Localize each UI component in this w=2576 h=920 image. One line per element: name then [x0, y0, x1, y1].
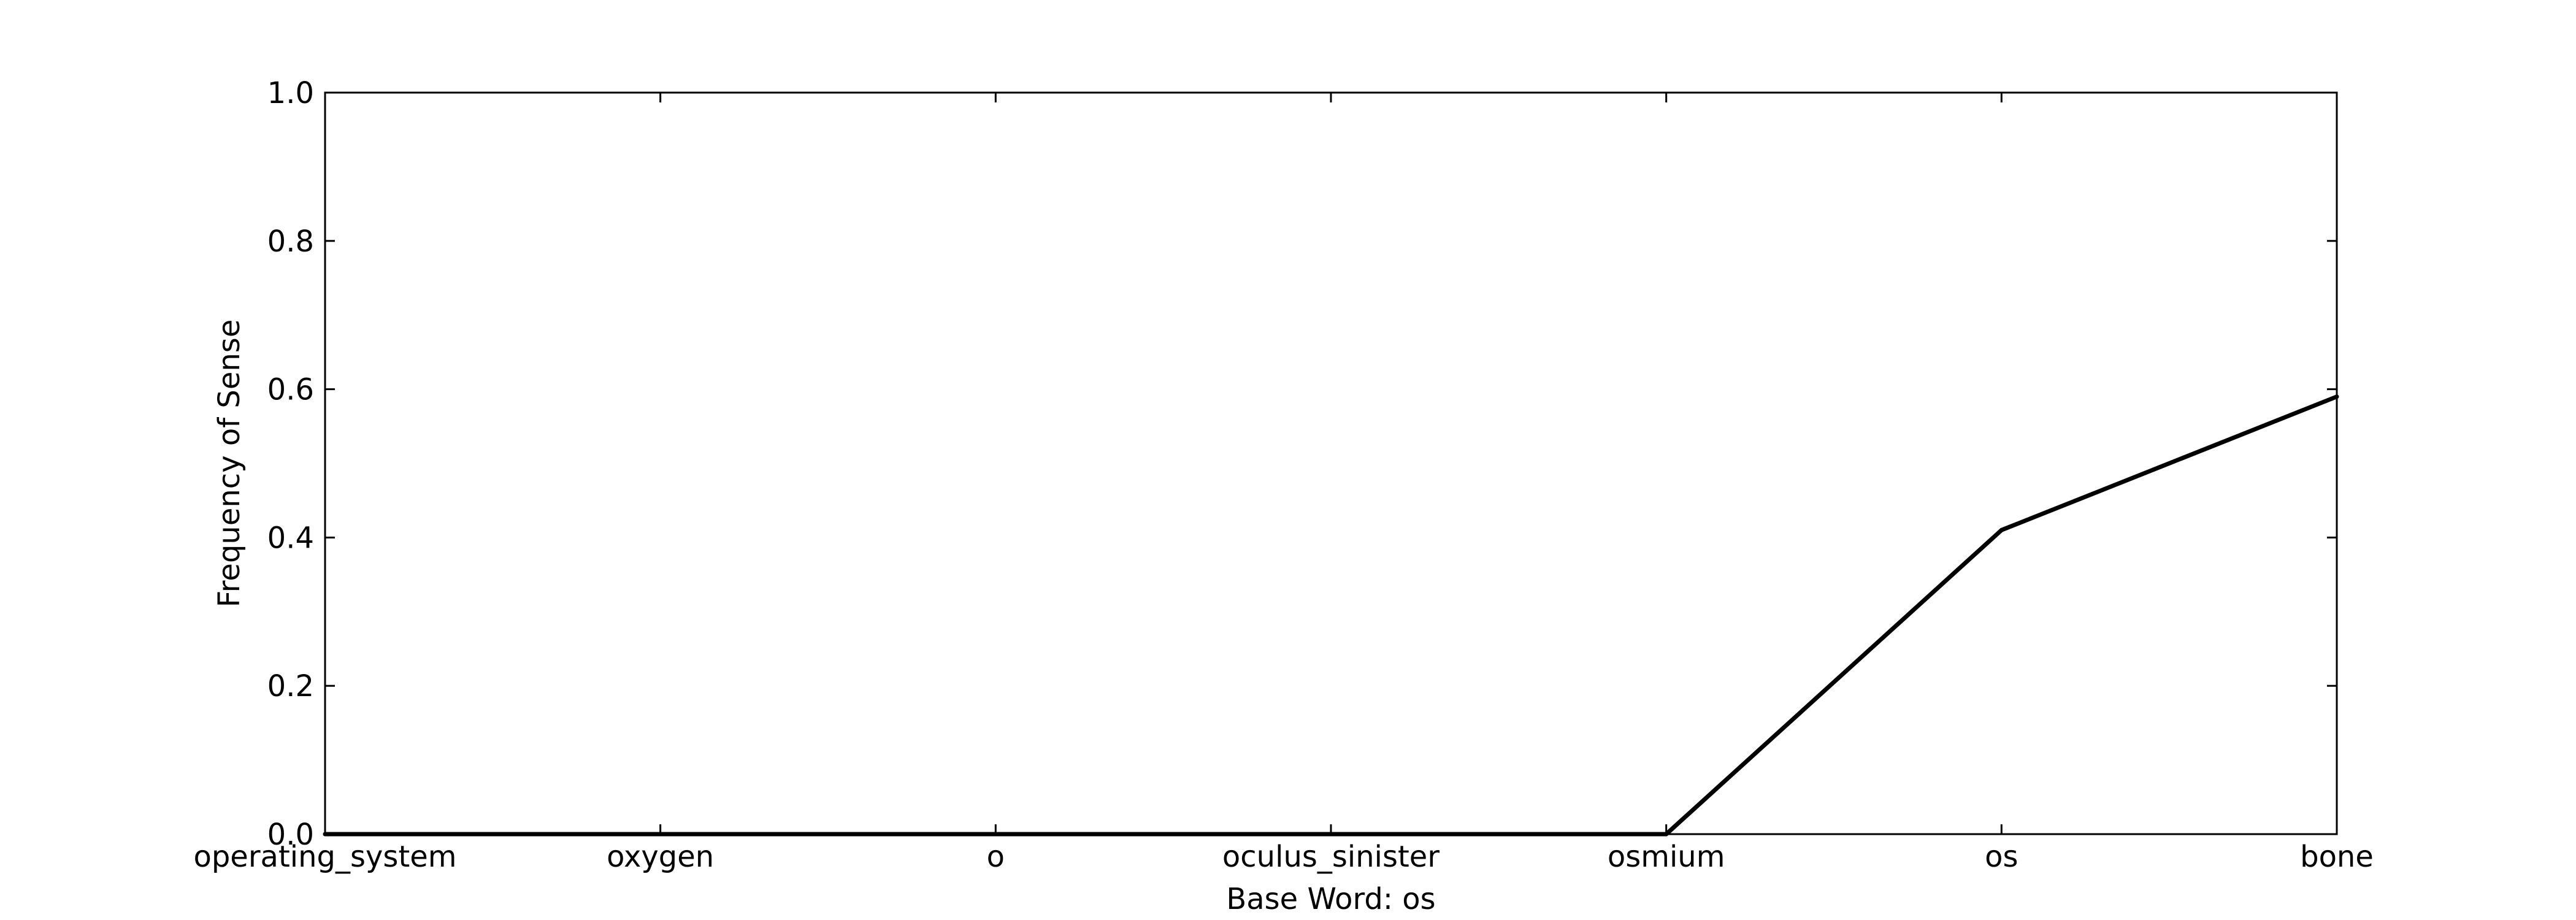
- y-tick-label: 0.4: [267, 521, 314, 555]
- x-axis-label: Base Word: os: [1226, 882, 1435, 916]
- y-tick-label: 0.8: [267, 224, 314, 259]
- data-points: [323, 394, 2339, 837]
- y-axis-ticks: 0.0 0.2 0.4 0.6 0.8 1.0: [267, 76, 2337, 852]
- data-point: [2334, 394, 2339, 399]
- x-tick-label: bone: [2300, 840, 2374, 874]
- data-point: [993, 832, 998, 837]
- x-tick-label: osmium: [1608, 840, 1725, 874]
- data-point: [323, 832, 328, 837]
- data-point: [658, 832, 663, 837]
- x-tick-label: os: [1985, 840, 2018, 874]
- plot-frame: [324, 91, 2338, 835]
- data-point: [1328, 832, 1333, 837]
- y-tick-label: 0.0: [267, 818, 314, 852]
- y-tick-label: 0.6: [267, 373, 314, 407]
- x-tick-label: o: [987, 840, 1005, 874]
- series-line: [325, 394, 2338, 837]
- y-tick-label: 1.0: [267, 76, 314, 110]
- data-point: [1999, 527, 2004, 532]
- x-tick-label: oxygen: [607, 840, 714, 874]
- x-tick-label: operating_system: [193, 840, 456, 874]
- x-axis-ticks: operating_system oxygen o oculus_sinister os…: [193, 93, 2374, 874]
- y-axis-label: Frequency of Sense: [212, 320, 247, 608]
- data-point: [1664, 832, 1669, 837]
- y-tick-label: 0.2: [267, 669, 314, 703]
- x-tick-label: oculus_sinister: [1222, 840, 1439, 874]
